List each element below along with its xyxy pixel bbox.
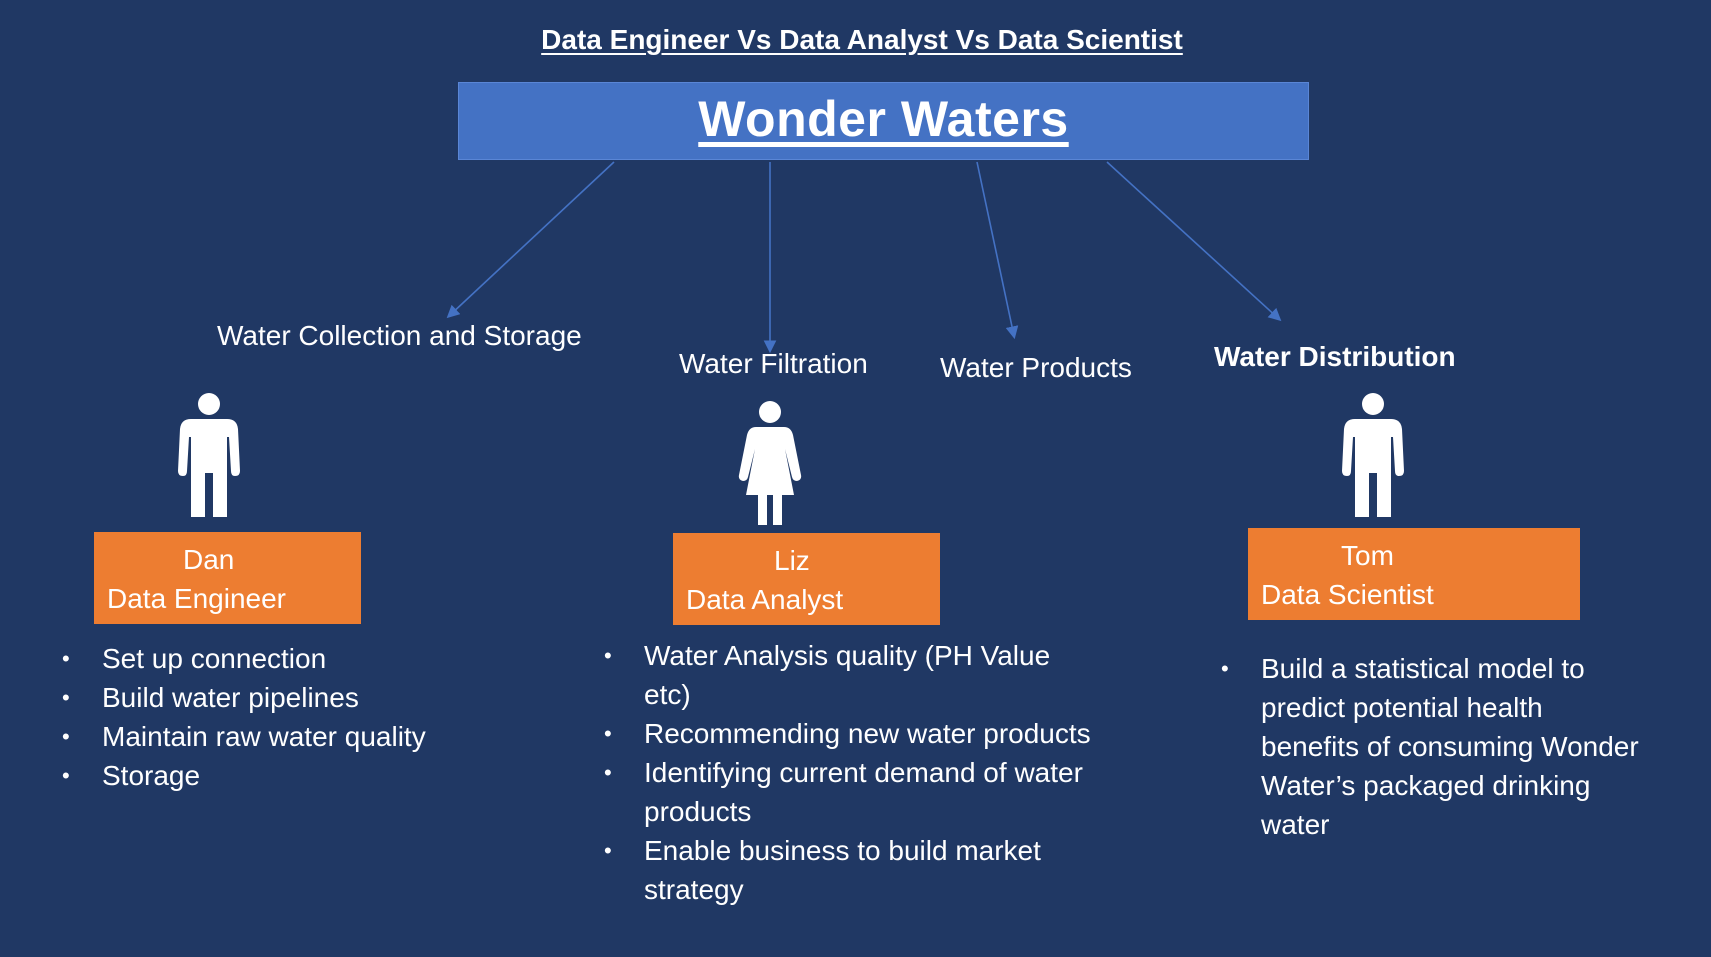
male-person-icon: [178, 393, 240, 517]
list-item: Set up connection: [62, 639, 482, 678]
arrow-to-collection: [446, 161, 615, 319]
duties-list-data-scientist: Build a statistical model to predict pot…: [1221, 649, 1641, 844]
list-item: Recommending new water products: [604, 714, 1094, 753]
female-person-icon: [738, 401, 802, 525]
duties-list-data-engineer: Set up connection Build water pipelines …: [62, 639, 482, 795]
stage-water-filtration: Water Filtration: [679, 348, 868, 379]
role-title: Data Scientist: [1261, 579, 1434, 610]
arrow-to-distribution: [1106, 161, 1282, 322]
stage-water-collection: Water Collection and Storage: [217, 320, 582, 351]
stage-water-products: Water Products: [940, 352, 1132, 383]
role-box-data-scientist: Tom Data Scientist: [1248, 528, 1580, 620]
list-item: Identifying current demand of water prod…: [604, 753, 1094, 831]
role-box-data-engineer: Dan Data Engineer: [94, 532, 361, 624]
role-name: Dan: [183, 544, 235, 575]
role-title: Data Engineer: [107, 583, 287, 614]
list-item: Enable business to build market strategy: [604, 831, 1094, 909]
role-name: Liz: [774, 545, 810, 576]
role-title: Data Analyst: [686, 584, 844, 615]
list-item: Water Analysis quality (PH Value etc): [604, 636, 1094, 714]
page-title: Data Engineer Vs Data Analyst Vs Data Sc…: [541, 24, 1183, 55]
list-item: Maintain raw water quality: [62, 717, 482, 756]
list-item: Storage: [62, 756, 482, 795]
role-name: Tom: [1341, 540, 1394, 571]
arrow-to-products: [976, 161, 1019, 340]
list-item: Build water pipelines: [62, 678, 482, 717]
company-title-box: [458, 82, 1309, 160]
role-box-data-analyst: Liz Data Analyst: [673, 533, 940, 625]
male-person-icon: [1342, 393, 1404, 517]
company-name: Wonder Waters: [698, 91, 1069, 147]
stage-water-distribution: Water Distribution: [1214, 341, 1456, 372]
list-item: Build a statistical model to predict pot…: [1221, 649, 1641, 844]
duties-list-data-analyst: Water Analysis quality (PH Value etc) Re…: [604, 636, 1094, 909]
